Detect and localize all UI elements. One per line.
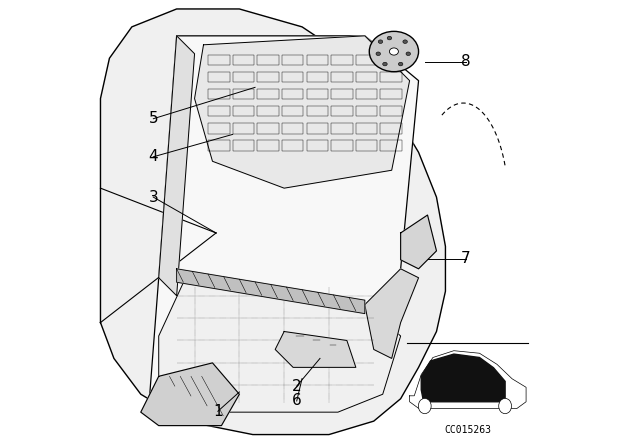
Ellipse shape <box>387 36 392 40</box>
Ellipse shape <box>403 40 408 43</box>
Bar <box>356 106 378 116</box>
Ellipse shape <box>499 398 511 414</box>
Bar <box>380 72 402 82</box>
Ellipse shape <box>378 40 383 43</box>
Bar <box>282 123 303 134</box>
Polygon shape <box>150 36 419 412</box>
Bar <box>233 72 254 82</box>
Bar <box>257 55 279 65</box>
Text: 6: 6 <box>292 393 301 409</box>
Bar <box>356 55 378 65</box>
Text: 4: 4 <box>148 149 158 164</box>
Bar <box>282 72 303 82</box>
Bar <box>332 89 353 99</box>
Text: CC015263: CC015263 <box>444 425 492 435</box>
Bar <box>257 106 279 116</box>
Bar <box>356 140 378 151</box>
Bar <box>208 89 230 99</box>
Bar <box>307 55 328 65</box>
Bar <box>356 123 378 134</box>
Bar <box>208 55 230 65</box>
Ellipse shape <box>383 62 387 66</box>
Bar <box>307 140 328 151</box>
Bar <box>257 123 279 134</box>
Bar <box>208 123 230 134</box>
Bar <box>257 89 279 99</box>
Bar <box>208 106 230 116</box>
Bar <box>380 106 402 116</box>
Ellipse shape <box>419 398 431 414</box>
Bar <box>307 89 328 99</box>
Polygon shape <box>365 269 419 358</box>
Bar <box>233 55 254 65</box>
Text: 3: 3 <box>148 190 158 205</box>
Polygon shape <box>195 36 410 188</box>
Ellipse shape <box>398 62 403 66</box>
Polygon shape <box>141 363 239 426</box>
Bar <box>332 123 353 134</box>
Bar <box>257 140 279 151</box>
Polygon shape <box>421 354 505 402</box>
Bar <box>332 106 353 116</box>
Bar <box>307 72 328 82</box>
Polygon shape <box>401 215 436 269</box>
Bar <box>380 123 402 134</box>
Bar <box>257 72 279 82</box>
Polygon shape <box>159 278 401 412</box>
Text: 1: 1 <box>213 404 223 419</box>
Polygon shape <box>100 9 445 435</box>
Text: 8: 8 <box>461 54 470 69</box>
Bar <box>282 89 303 99</box>
Bar <box>332 55 353 65</box>
Bar <box>380 55 402 65</box>
Polygon shape <box>159 36 195 296</box>
Bar <box>282 106 303 116</box>
Bar <box>380 89 402 99</box>
Ellipse shape <box>369 31 419 72</box>
Polygon shape <box>177 269 365 314</box>
Text: 7: 7 <box>461 251 470 267</box>
Bar <box>332 72 353 82</box>
Text: 2: 2 <box>292 379 301 394</box>
Bar <box>380 140 402 151</box>
Bar <box>307 106 328 116</box>
Ellipse shape <box>376 52 380 56</box>
Bar <box>332 140 353 151</box>
Bar <box>233 89 254 99</box>
Bar <box>233 106 254 116</box>
Bar <box>356 72 378 82</box>
Bar <box>208 140 230 151</box>
Polygon shape <box>275 332 356 367</box>
Bar <box>282 55 303 65</box>
Text: 5: 5 <box>148 111 158 126</box>
Ellipse shape <box>406 52 410 56</box>
Bar <box>233 140 254 151</box>
Bar <box>307 123 328 134</box>
Bar <box>233 123 254 134</box>
Bar <box>208 72 230 82</box>
Bar <box>282 140 303 151</box>
Ellipse shape <box>389 48 398 55</box>
Bar <box>356 89 378 99</box>
Polygon shape <box>410 351 526 409</box>
